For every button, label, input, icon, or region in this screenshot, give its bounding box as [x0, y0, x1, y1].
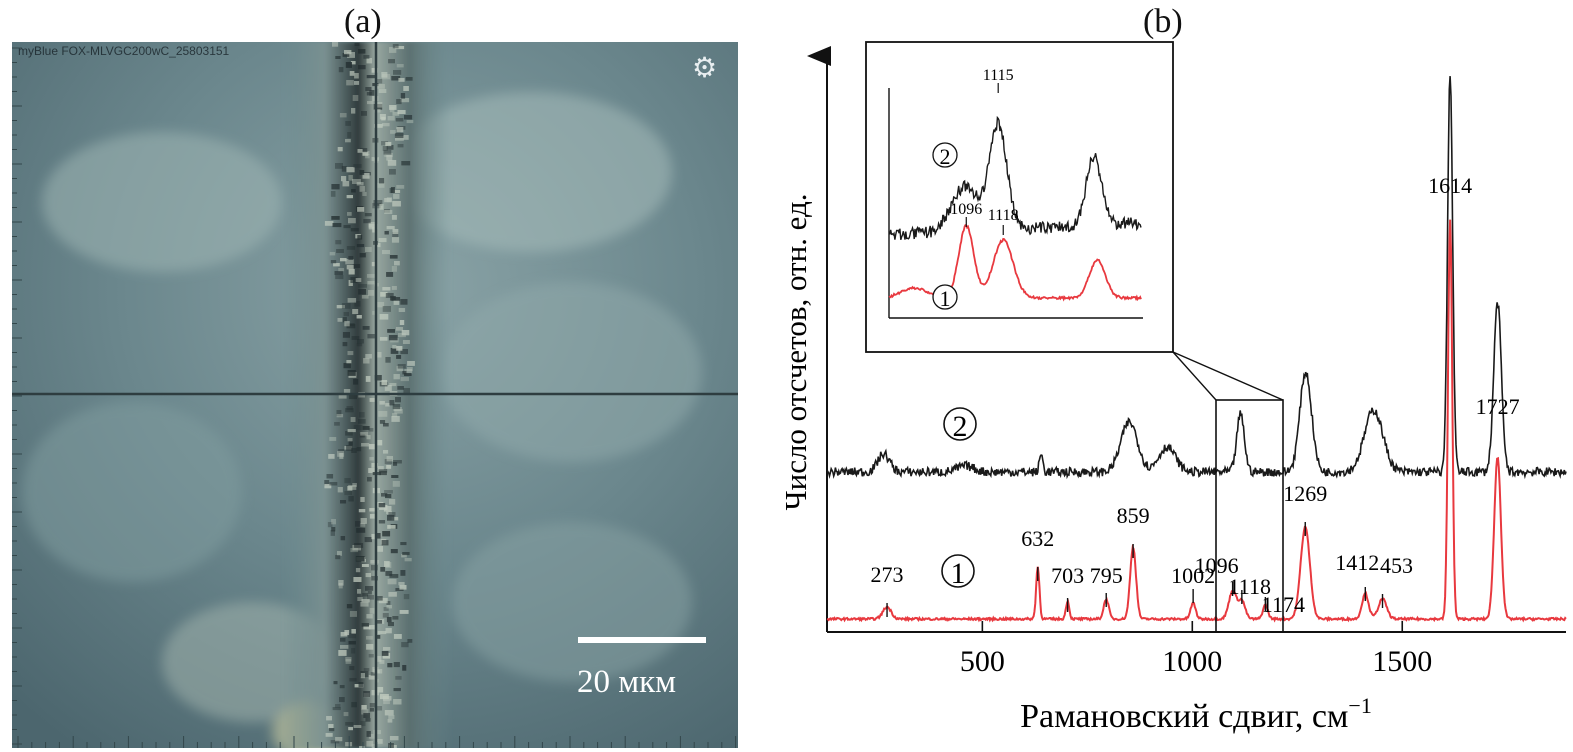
x-tick-label: 1000: [1162, 645, 1222, 678]
x-tick-label: 1500: [1372, 645, 1432, 678]
peak-label-1412: 1412: [1335, 550, 1379, 575]
y-axis-label: Число отсчетов, отн. ед.: [778, 193, 813, 510]
zoom-connector-left: [1172, 351, 1217, 401]
series-1-number: 1: [951, 557, 966, 590]
zoom-box: [1215, 399, 1284, 633]
panel-a-label: (a): [344, 3, 382, 40]
peak-label-1614: 1614: [1428, 173, 1472, 198]
peak-label-1269: 1269: [1283, 481, 1327, 506]
inset-peak-label-1118: 1118: [988, 207, 1019, 224]
series-2-marker: 2: [943, 407, 977, 443]
series-2-line: [826, 76, 1567, 480]
x-tick-label: 500: [960, 645, 1005, 678]
inset-series-2-line: [888, 115, 1142, 240]
series-1-marker: 1: [941, 554, 975, 590]
inset-peak-label-1096: 1096: [950, 201, 982, 218]
micrograph-caption: myBlue FOX-MLVGC200wC_25803151: [18, 44, 230, 58]
peak-label-632: 632: [1021, 526, 1054, 551]
peak-label-703: 703: [1051, 563, 1084, 588]
peak-label-795: 795: [1090, 563, 1123, 588]
peak-label-1453: 453: [1380, 553, 1413, 578]
peak-label-859: 859: [1117, 503, 1150, 528]
peak-label-1118: 1118: [1229, 574, 1271, 599]
series-2-number: 2: [953, 410, 968, 443]
inset-series-2-number: 2: [940, 144, 951, 169]
panel-b-label: (b): [1143, 3, 1183, 40]
peak-label-1727: 1727: [1476, 394, 1520, 419]
scale-bar-label: 20 мкм: [577, 664, 677, 700]
series-1-line: [826, 219, 1567, 623]
gear-icon[interactable]: ⚙: [692, 53, 718, 84]
inset-peak-label-1115: 1115: [983, 67, 1014, 84]
inset-series-1-number: 1: [940, 286, 951, 311]
micrograph-picture: [12, 42, 738, 748]
peak-label-1096: 1096: [1195, 553, 1239, 578]
peak-label-1002: 1002: [1171, 563, 1215, 588]
inset-frame: [865, 41, 1174, 353]
x-axis-label: Рамановский сдвиг, см−1: [1020, 693, 1372, 735]
inset-series-2-marker: 2: [932, 142, 958, 169]
peak-label-1174: 1174: [1262, 592, 1305, 617]
micrograph-image: myBlue FOX-MLVGC200wC_25803151 ⚙ 20 мкм: [12, 42, 738, 748]
peak-label-273: 273: [871, 562, 904, 587]
inset-series-1-marker: 1: [932, 284, 958, 311]
inset-series-1-line: [888, 224, 1142, 302]
zoom-connector-right: [1172, 351, 1284, 401]
